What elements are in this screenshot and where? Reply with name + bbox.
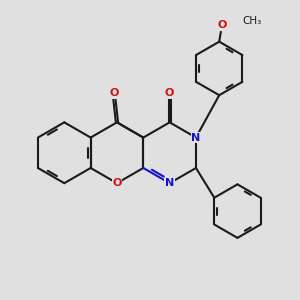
- Text: N: N: [165, 178, 174, 188]
- Text: O: O: [112, 178, 122, 188]
- Text: O: O: [217, 20, 227, 30]
- Text: O: O: [110, 88, 119, 98]
- Text: N: N: [191, 133, 201, 142]
- Text: O: O: [165, 88, 174, 98]
- Text: CH₃: CH₃: [242, 16, 261, 26]
